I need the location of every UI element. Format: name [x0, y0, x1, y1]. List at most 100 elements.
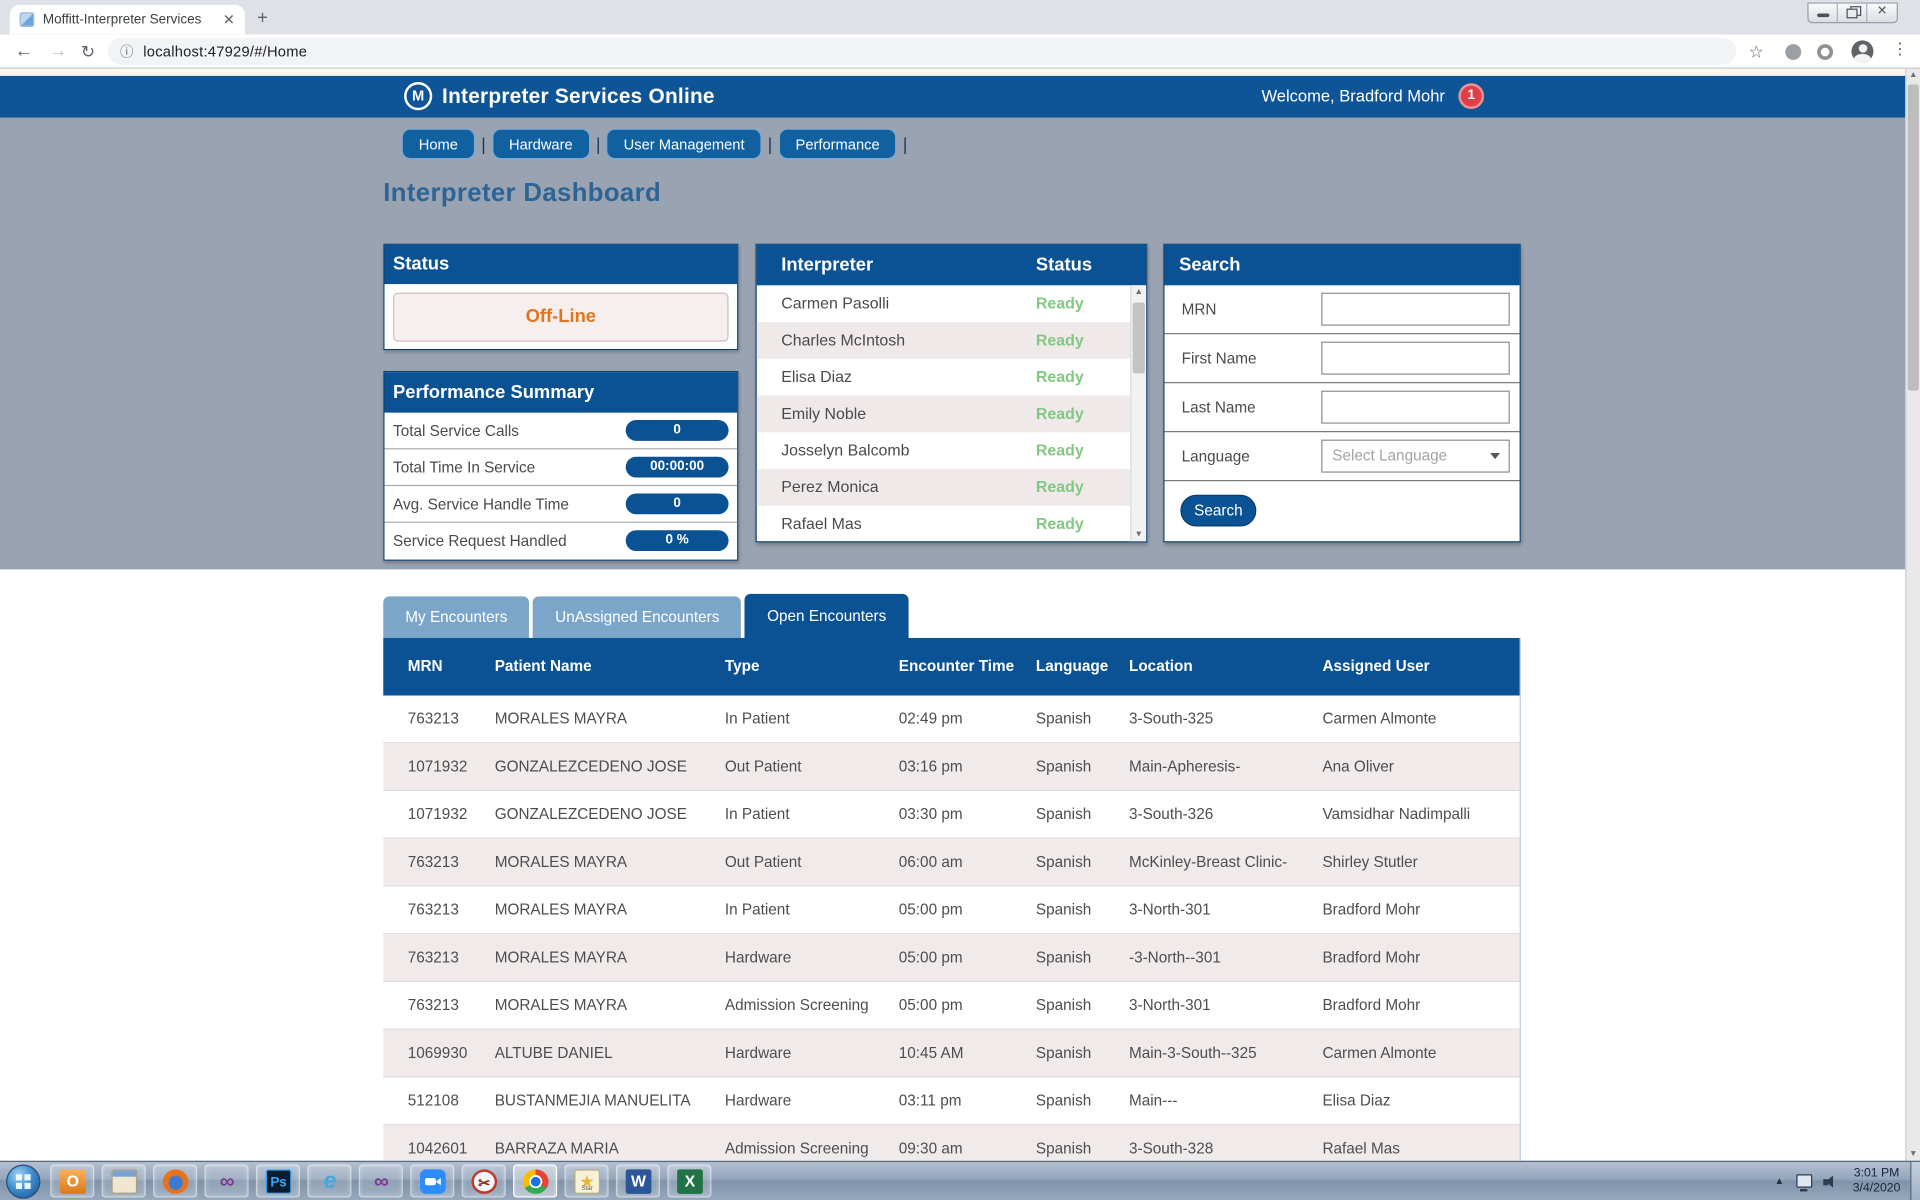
taskbar-app-button[interactable] — [513, 1164, 558, 1198]
speaker-icon[interactable] — [1823, 1174, 1840, 1189]
interpreter-name: Elisa Diaz — [781, 367, 852, 386]
taskbar-app-button[interactable] — [307, 1164, 352, 1198]
status-panel: Status Off-Line — [383, 243, 739, 351]
interpreter-row[interactable]: Carmen Pasolli Ready — [757, 285, 1146, 322]
performance-panel-title: Performance Summary — [384, 372, 738, 413]
interpreter-row[interactable]: Elisa Diaz Ready — [757, 359, 1146, 396]
interpreter-row[interactable]: Rafael Mas Ready — [757, 506, 1146, 543]
taskbar-app-button[interactable] — [667, 1164, 712, 1198]
encounters-table: MRN Patient Name Type Encounter Time Languag… — [383, 637, 1521, 1161]
taskbar-app-button[interactable] — [204, 1164, 249, 1198]
table-row[interactable]: 512108 BUSTANMEJIA MANUELITA Hardware 03… — [383, 1077, 1520, 1126]
taskbar-app-button[interactable] — [410, 1164, 455, 1198]
last-name-input[interactable] — [1321, 390, 1510, 424]
metric-value-badge: 0 % — [625, 530, 729, 552]
cell-patient-name: GONZALEZCEDENO JOSE — [494, 805, 687, 823]
interpreter-status: Ready — [1035, 293, 1084, 313]
first-name-row: First Name — [1164, 334, 1520, 384]
language-select[interactable]: Select Language — [1321, 439, 1510, 473]
new-tab-button[interactable]: + — [257, 7, 268, 29]
page-info-icon[interactable]: ⓘ — [119, 45, 134, 60]
table-row[interactable]: 763213 MORALES MAYRA Hardware 05:00 pm S… — [383, 934, 1520, 983]
interpreter-scrollbar[interactable]: ▲ ▼ — [1130, 285, 1147, 542]
table-row[interactable]: 763213 MORALES MAYRA In Patient 05:00 pm… — [383, 886, 1520, 935]
taskbar-app-button[interactable] — [564, 1164, 609, 1198]
show-desktop-button[interactable] — [1910, 1162, 1920, 1200]
nav-button[interactable]: User Management — [606, 128, 762, 160]
search-button-row: Search — [1164, 481, 1519, 542]
interpreter-row[interactable]: Perez Monica Ready — [756, 468, 1147, 506]
taskbar-app-button[interactable] — [461, 1164, 506, 1198]
interpreter-status: Ready — [1035, 404, 1084, 423]
encounter-tab[interactable]: Open Encounters — [745, 593, 909, 638]
scrollbar-thumb[interactable] — [1132, 302, 1145, 374]
taskbar-app-button[interactable] — [358, 1164, 403, 1198]
profile-avatar[interactable] — [1851, 40, 1874, 63]
scroll-up-icon[interactable]: ▲ — [1909, 71, 1918, 80]
web-page: M Interpreter Services Online Welcome, B… — [0, 68, 1920, 1161]
table-row[interactable]: 1069930 ALTUBE DANIEL Hardware 10:45 AM … — [383, 1029, 1520, 1078]
scroll-up-icon[interactable]: ▲ — [1134, 287, 1144, 297]
taskbar-app-button[interactable] — [50, 1164, 95, 1198]
table-row[interactable]: 1042601 BARRAZA MARIA Admission Screenin… — [383, 1125, 1520, 1161]
tab-close-icon[interactable]: ✕ — [222, 11, 236, 29]
taskbar-icons — [50, 1164, 719, 1198]
minimize-button[interactable] — [1809, 3, 1838, 23]
close-button[interactable] — [1867, 4, 1896, 22]
back-icon[interactable]: ← — [14, 40, 34, 62]
app-icon — [59, 1169, 86, 1194]
table-row[interactable]: 763213 MORALES MAYRA Out Patient 06:00 a… — [383, 838, 1520, 887]
table-row[interactable]: 763213 MORALES MAYRA In Patient 02:49 pm… — [383, 695, 1520, 744]
offline-status-button[interactable]: Off-Line — [393, 292, 729, 342]
bookmark-star-icon[interactable]: ☆ — [1748, 41, 1764, 62]
extension-icon[interactable] — [1785, 44, 1802, 60]
encounters-table-body: 763213 MORALES MAYRA In Patient 02:49 pm… — [383, 695, 1520, 1161]
scroll-down-icon[interactable]: ▼ — [1909, 1149, 1918, 1159]
status-panel-title: Status — [384, 244, 738, 285]
table-row[interactable]: 763213 MORALES MAYRA Admission Screening… — [383, 982, 1520, 1030]
scrollbar-thumb[interactable] — [1907, 84, 1919, 391]
taskbar-app-button[interactable] — [101, 1164, 146, 1198]
browser-tab[interactable]: Moffitt-Interpreter Services ✕ — [9, 4, 245, 35]
start-button-icon[interactable] — [6, 1163, 41, 1199]
cell-location: 3-South-325 — [1128, 710, 1214, 728]
search-button[interactable]: Search — [1180, 494, 1257, 527]
restore-button[interactable] — [1838, 3, 1868, 23]
metric-value-badge: 0 — [625, 419, 729, 441]
nav-button[interactable]: Hardware — [491, 128, 590, 160]
cell-assigned-user: Bradford Mohr — [1322, 901, 1421, 919]
interpreter-row[interactable]: Josselyn Balcomb Ready — [757, 432, 1146, 469]
first-name-input[interactable] — [1321, 341, 1510, 375]
scroll-down-icon[interactable]: ▼ — [1134, 530, 1144, 539]
taskbar-app-button[interactable] — [255, 1164, 300, 1198]
nav-button[interactable]: Home — [401, 128, 476, 160]
taskbar-app-button[interactable] — [153, 1164, 198, 1198]
network-icon[interactable] — [1796, 1174, 1813, 1192]
encounter-tab[interactable]: UnAssigned Encounters — [533, 596, 742, 638]
cell-mrn: 763213 — [407, 710, 459, 728]
interpreter-row[interactable]: Charles McIntosh Ready — [756, 322, 1147, 359]
reload-icon[interactable]: ↻ — [80, 41, 96, 62]
app-header: M Interpreter Services Online Welcome, B… — [0, 75, 1906, 118]
cell-type: In Patient — [724, 805, 790, 823]
extension-icon[interactable] — [1817, 44, 1834, 60]
mrn-input[interactable] — [1321, 292, 1510, 326]
encounter-tab[interactable]: My Encounters — [383, 596, 530, 638]
taskbar-app-button[interactable] — [615, 1164, 660, 1198]
page-scrollbar[interactable]: ▲ ▼ — [1905, 68, 1920, 1161]
address-bar[interactable]: ⓘ localhost:47929/#/Home — [107, 37, 1737, 65]
table-row[interactable]: 1071932 GONZALEZCEDENO JOSE In Patient 0… — [383, 791, 1520, 839]
forward-icon[interactable]: → — [48, 40, 68, 62]
app-icon — [677, 1169, 703, 1194]
taskbar-clock[interactable]: 3:01 PM 3/4/2020 — [1853, 1166, 1901, 1195]
browser-menu-icon[interactable]: ⋮ — [1891, 39, 1908, 58]
app-icon — [111, 1169, 138, 1194]
table-row[interactable]: 1071932 GONZALEZCEDENO JOSE Out Patient … — [383, 743, 1520, 792]
last-name-label: Last Name — [1181, 399, 1256, 417]
interpreter-row[interactable]: Emily Noble Ready — [756, 395, 1147, 433]
nav-button[interactable]: Performance — [778, 128, 897, 160]
notification-badge[interactable]: 1 — [1458, 83, 1485, 109]
cell-location: Main--- — [1128, 1092, 1178, 1110]
hidden-icons-arrow-icon[interactable]: ▲ — [1774, 1175, 1785, 1187]
page-top-strip — [0, 68, 1906, 76]
